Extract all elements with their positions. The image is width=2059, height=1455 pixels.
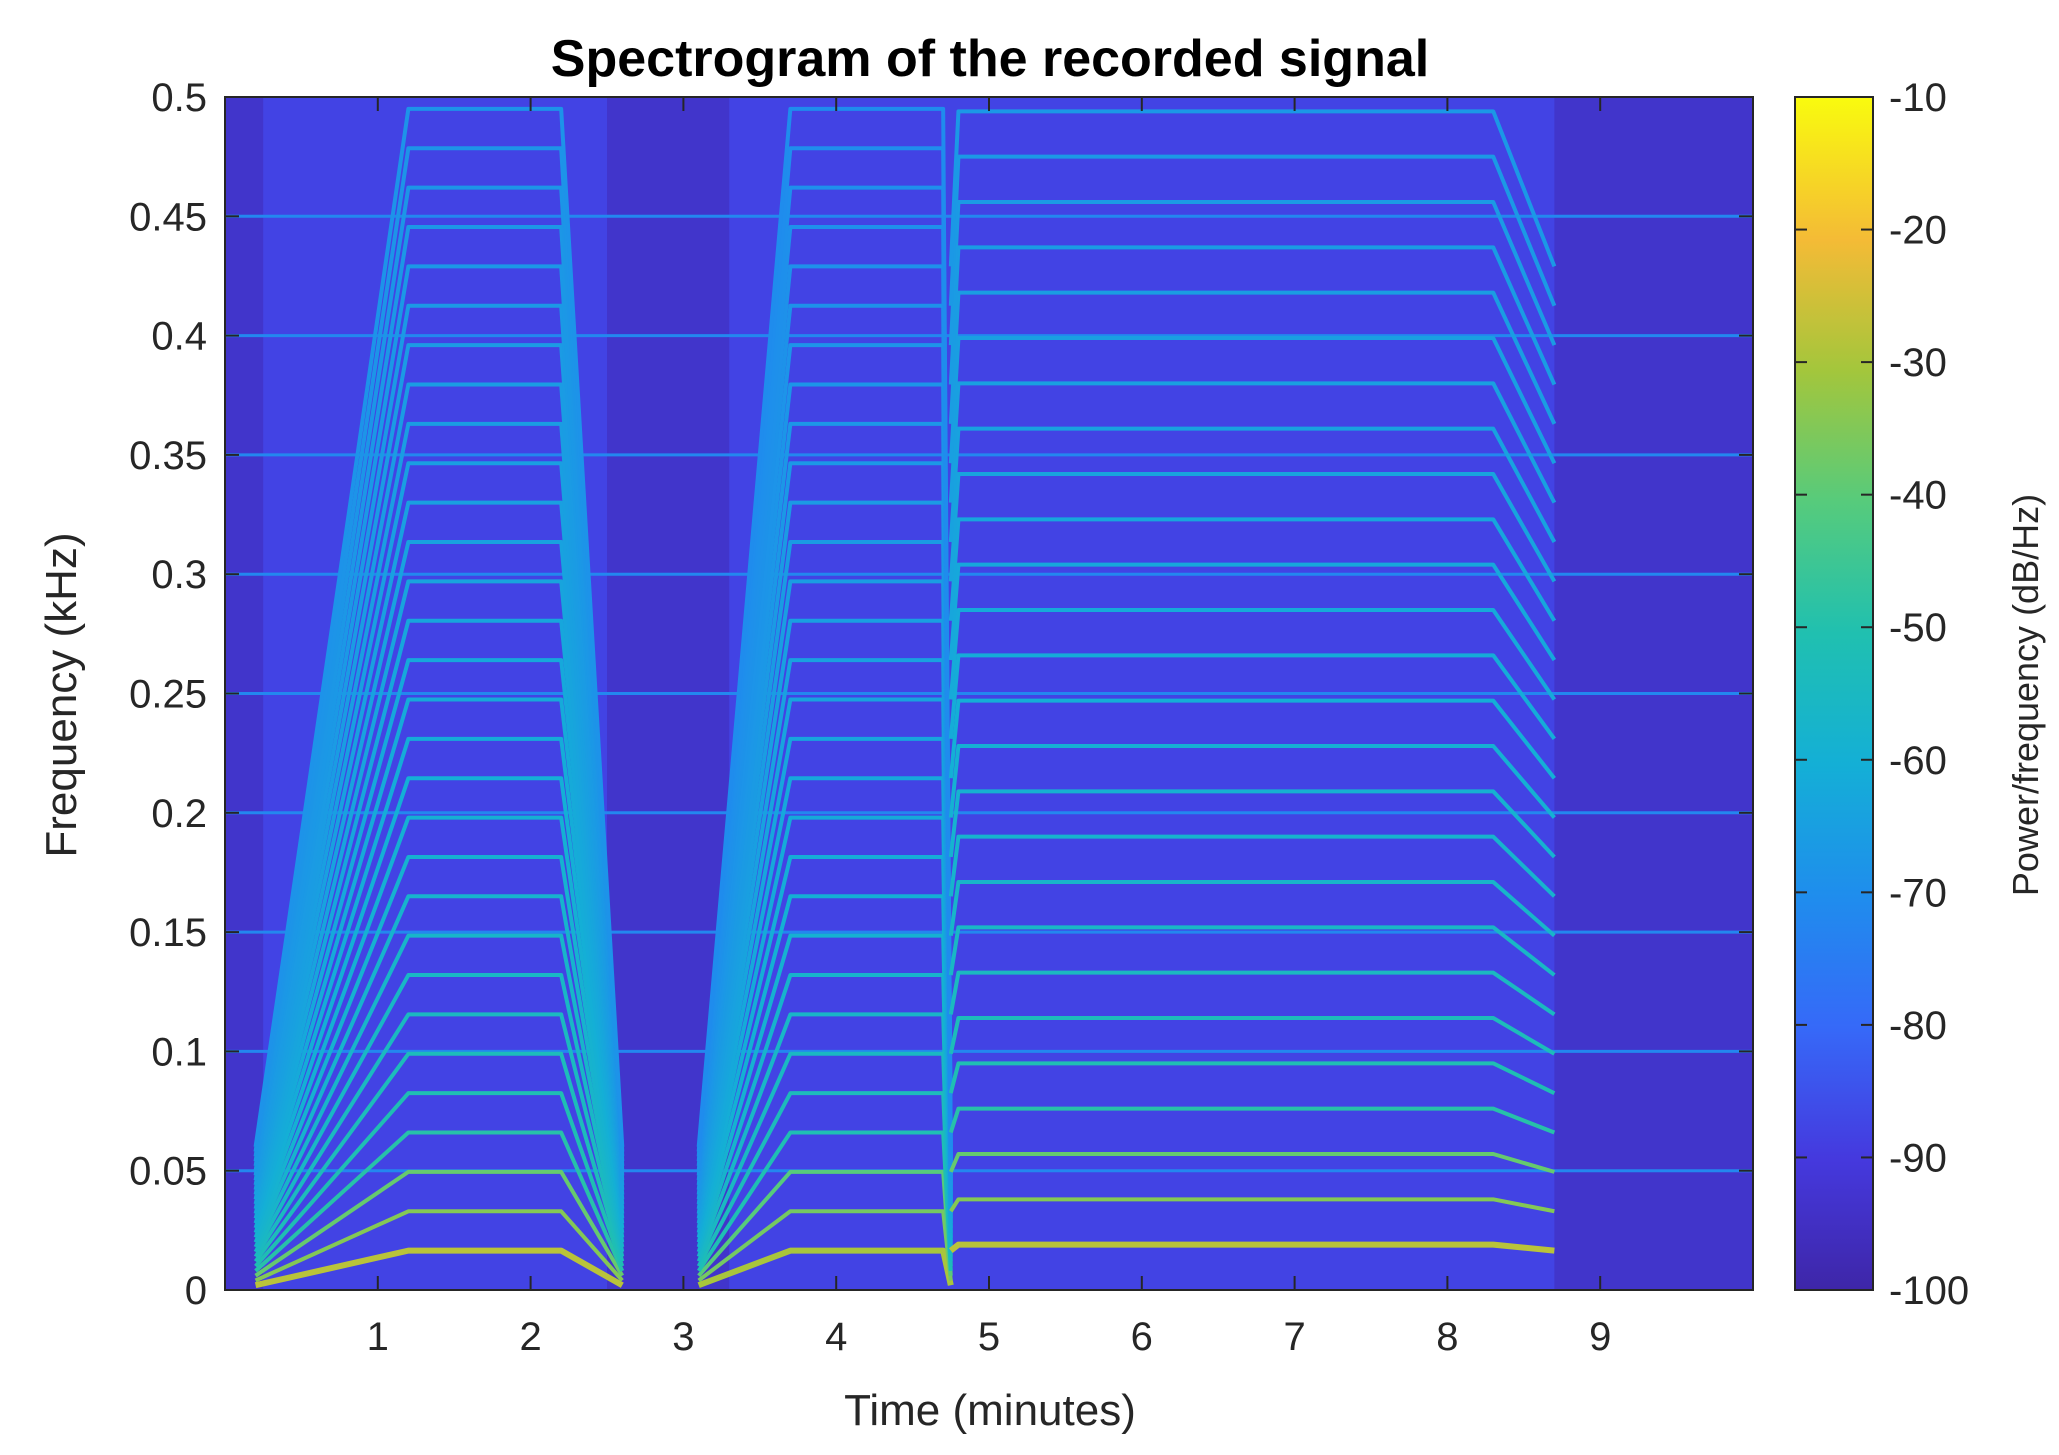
harmonic-line [253, 776, 625, 1229]
colorbar-bar [1794, 96, 1874, 1291]
plot-area [224, 96, 1754, 1291]
x-tick-label: 4 [825, 1315, 847, 1359]
y-tick-label: 0.3 [151, 553, 207, 597]
x-tick-label: 2 [519, 1315, 541, 1359]
chart-title: Spectrogram of the recorded signal [551, 30, 1429, 88]
harmonic-line [948, 426, 1557, 543]
colorbar-tick-label: -80 [1889, 1004, 1947, 1048]
harmonic-line [253, 106, 625, 1148]
y-axis-ticks: 0 0.05 0.1 0.15 0.2 0.25 0.3 0.35 0.4 0.45 0.5 [129, 76, 1753, 1313]
x-tick-label: 3 [672, 1315, 694, 1359]
harmonic-line [254, 1209, 624, 1283]
y-tick-label: 0.2 [151, 792, 207, 836]
harmonic-line [254, 1169, 625, 1278]
harmonic-line [948, 381, 1557, 504]
colorbar-tick-label: -50 [1889, 606, 1947, 650]
y-tick-label: 0 [185, 1269, 207, 1313]
harmonic-line [948, 1241, 1555, 1254]
x-axis-label: Time (minutes) [844, 1386, 1136, 1435]
harmonic-line [253, 697, 625, 1219]
y-tick-label: 0.4 [151, 315, 207, 359]
x-tick-label: 6 [1131, 1315, 1153, 1359]
colorbar-tick-label: -30 [1889, 341, 1947, 385]
harmonic-line [948, 789, 1556, 859]
y-tick-label: 0.25 [129, 673, 207, 717]
colorbar-tick-label: -40 [1889, 474, 1947, 518]
x-tick-label: 9 [1589, 1315, 1611, 1359]
harmonic-line [253, 815, 625, 1234]
harmonic-line [948, 879, 1556, 938]
harmonic-line [253, 933, 625, 1248]
harmonic-line [948, 1061, 1556, 1095]
y-tick-label: 0.15 [129, 911, 207, 955]
colorbar-tick-label: -60 [1889, 739, 1947, 783]
harmonic-line [253, 854, 625, 1239]
harmonic-line [948, 1151, 1555, 1174]
harmonic-line [948, 199, 1557, 346]
harmonic-line [697, 1247, 954, 1289]
x-axis-ticks: 1 2 3 4 5 6 7 8 9 [367, 97, 1611, 1359]
harmonic-line [949, 1197, 1555, 1214]
harmonic-line [948, 245, 1557, 386]
harmonic-line [253, 618, 625, 1210]
y-tick-label: 0.05 [129, 1150, 207, 1194]
harmonic-line [253, 1051, 625, 1263]
x-tick-label: 7 [1283, 1315, 1305, 1359]
colorbar-label: Power/frequency (dB/Hz) [2005, 494, 2046, 896]
y-axis-label: Frequency (kHz) [37, 532, 86, 857]
harmonic-line [948, 290, 1557, 425]
colorbar-tick-label: -10 [1889, 76, 1947, 120]
harmonic-line [253, 894, 625, 1244]
x-tick-label: 5 [978, 1315, 1000, 1359]
harmonic-line [948, 743, 1556, 819]
colorbar-ticks: -10 -20 -30 -40 -50 -60 -70 -80 -90 -100 [1795, 76, 1969, 1313]
harmonic-line [254, 1247, 624, 1289]
harmonic-line [948, 562, 1557, 662]
harmonic-line [948, 925, 1556, 977]
harmonic-line [253, 736, 625, 1224]
harmonic-line [948, 154, 1557, 307]
colorbar-tick-label: -90 [1889, 1136, 1947, 1180]
harmonic-line [948, 653, 1556, 741]
spectrogram-heat-layer [225, 97, 1753, 1290]
y-tick-label: 0.45 [129, 195, 207, 239]
harmonic-line [948, 335, 1557, 465]
harmonic-line [948, 517, 1557, 622]
harmonic-line [948, 471, 1557, 583]
y-tick-label: 0.1 [151, 1030, 207, 1074]
harmonic-line [948, 834, 1556, 898]
colorbar-tick-label: -20 [1889, 209, 1947, 253]
harmonic-line [253, 973, 625, 1253]
harmonic-line [948, 607, 1557, 701]
harmonic-line [253, 1012, 625, 1258]
harmonic-line [254, 1091, 625, 1268]
harmonic-line [696, 106, 953, 1148]
y-tick-label: 0.5 [151, 76, 207, 120]
harmonic-line [948, 1015, 1556, 1056]
harmonic-line [948, 1106, 1556, 1135]
colorbar-tick-label: -70 [1889, 871, 1947, 915]
harmonic-line [253, 658, 625, 1215]
colorbar: -10 -20 -30 -40 -50 -60 -70 -80 -90 -100 Power/fr… [1794, 76, 2046, 1313]
harmonic-line [948, 698, 1556, 780]
x-tick-label: 1 [367, 1315, 389, 1359]
harmonic-line [948, 109, 1557, 268]
harmonic-line [948, 970, 1556, 1017]
harmonic-line [254, 1130, 625, 1273]
harmonic-line [253, 579, 625, 1205]
colorbar-tick-label: -100 [1889, 1269, 1969, 1313]
x-tick-label: 8 [1436, 1315, 1458, 1359]
y-tick-label: 0.35 [129, 434, 207, 478]
